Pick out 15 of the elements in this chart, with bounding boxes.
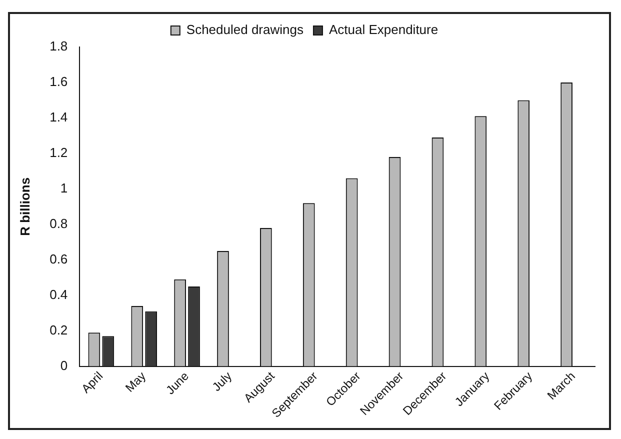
y-tick-label: 1.6 bbox=[50, 74, 68, 90]
y-tick-label: 1.8 bbox=[50, 38, 68, 54]
x-tick-label: July bbox=[209, 368, 234, 394]
y-tick-label: 1 bbox=[60, 180, 68, 196]
y-tick-label: 0 bbox=[60, 358, 68, 373]
legend-label: Scheduled drawings bbox=[186, 22, 304, 38]
y-tick-label: 0.6 bbox=[50, 251, 68, 266]
y-tick-label: 0.2 bbox=[50, 322, 68, 338]
y-tick-label: 0.4 bbox=[50, 286, 68, 302]
y-tick-label: 1.4 bbox=[50, 110, 68, 125]
y-tick-label: 0.8 bbox=[50, 216, 68, 231]
y-tick-label: 1.2 bbox=[50, 145, 68, 160]
legend-label: Actual Expenditure bbox=[328, 22, 438, 38]
x-tick-label: May bbox=[122, 368, 149, 395]
y-axis-title: R billions bbox=[17, 177, 32, 236]
